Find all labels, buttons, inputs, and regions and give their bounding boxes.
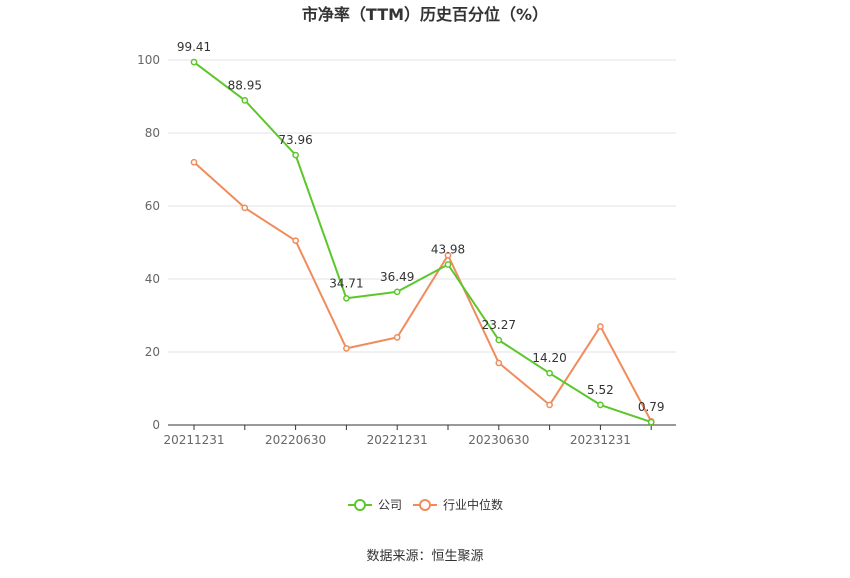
- data-point: [292, 151, 299, 159]
- y-tick-label: 40: [145, 272, 160, 286]
- data-point: [190, 158, 198, 166]
- y-tick-label: 100: [137, 53, 160, 67]
- data-label: 5.52: [587, 383, 614, 397]
- series-line-行业中位数: [193, 161, 653, 422]
- y-tick-label: 60: [145, 199, 160, 213]
- data-point: [190, 58, 198, 66]
- x-tick-label: 20221231: [367, 433, 428, 447]
- data-point: [546, 401, 553, 409]
- data-label: 14.20: [532, 351, 566, 365]
- legend-marker: [419, 499, 431, 511]
- x-tick-label: 20220630: [265, 433, 326, 447]
- x-tick-label: 20230630: [468, 433, 529, 447]
- data-point: [292, 237, 299, 245]
- data-point: [241, 96, 249, 104]
- axis-layer: 0 20 40 60 80 100 20211231 20220630 20221231 2023…: [137, 53, 676, 447]
- data-point: [241, 204, 249, 212]
- data-point: [647, 418, 655, 426]
- legend: 公司 行业中位数: [348, 497, 503, 512]
- data-point: [546, 369, 553, 377]
- series-layer: 99.41 88.95 73.96 34.71 36.49 43.98 23.27 14.20…: [177, 40, 665, 426]
- legend-item: 公司: [348, 498, 402, 512]
- data-label: 36.49: [380, 270, 414, 284]
- data-label: 73.96: [278, 133, 312, 147]
- x-tick-label: 20231231: [570, 433, 631, 447]
- data-point: [597, 323, 604, 330]
- data-label: 99.41: [177, 40, 211, 54]
- data-point: [343, 294, 350, 302]
- legend-label: 行业中位数: [443, 497, 503, 512]
- x-tick-label: 20211231: [163, 433, 224, 447]
- grid-layer: [168, 59, 676, 353]
- data-label: 23.27: [482, 318, 516, 332]
- legend-item: 行业中位数: [413, 497, 503, 512]
- source-text: 数据来源：恒生聚源: [366, 549, 483, 564]
- y-tick-label: 20: [145, 345, 160, 359]
- series-line-公司: [193, 61, 652, 424]
- data-label: 88.95: [228, 78, 262, 92]
- data-label: 0.79: [638, 400, 665, 414]
- data-point: [597, 401, 604, 409]
- chart-title: 市净率（TTM）历史百分位（%）: [302, 5, 548, 24]
- legend-label: 公司: [378, 498, 402, 512]
- data-point: [444, 251, 452, 259]
- y-tick-label: 0: [152, 418, 160, 432]
- data-label: 43.98: [431, 242, 465, 256]
- data-point: [495, 359, 503, 367]
- y-tick-label: 80: [145, 126, 160, 140]
- data-point: [444, 261, 452, 268]
- legend-marker: [354, 499, 366, 511]
- data-point: [393, 334, 401, 341]
- data-point: [393, 288, 401, 296]
- data-label: 34.71: [329, 276, 363, 290]
- data-point: [495, 336, 503, 344]
- data-point: [343, 345, 350, 352]
